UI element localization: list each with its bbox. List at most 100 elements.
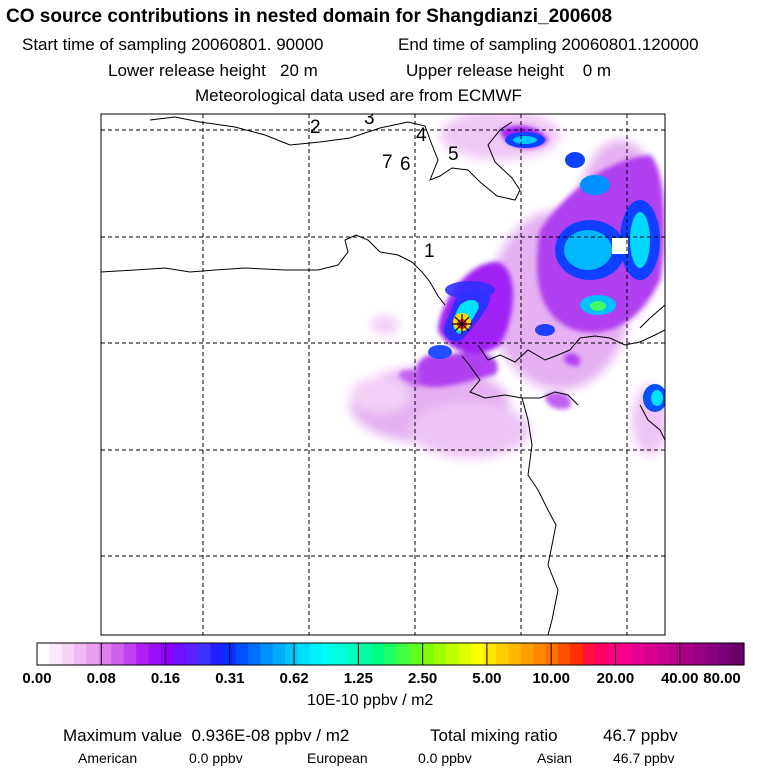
- colorbar-cell: [595, 643, 609, 665]
- colorbar-cell: [49, 643, 63, 665]
- colorbar-cell: [247, 643, 261, 665]
- colorbar-cell: [123, 643, 137, 665]
- summary-row: Maximum value 0.936E-08 ppbv / m2 Total …: [63, 726, 678, 746]
- colorbar-cell: [309, 643, 323, 665]
- colorbar-cell: [471, 643, 485, 665]
- met-note: Meteorological data used are from ECMWF: [195, 86, 522, 105]
- max-label: Maximum value: [63, 726, 183, 745]
- colorbar-frame: [36, 642, 745, 666]
- upper-value: 0 m: [582, 61, 612, 80]
- colorbar-cell: [533, 643, 547, 665]
- total-label: Total mixing ratio: [430, 726, 558, 745]
- colorbar-cell: [508, 643, 522, 665]
- colorbar-tick-label: 0.16: [150, 670, 181, 687]
- colorbar-cell: [607, 643, 621, 665]
- colorbar-cell: [458, 643, 472, 665]
- colorbar-cell: [285, 643, 299, 665]
- max-value: 0.936E-08 ppbv / m2: [191, 726, 350, 745]
- colorbar-cell: [409, 643, 423, 665]
- day-label-2: 2: [310, 117, 321, 138]
- colorbar-cell: [570, 643, 584, 665]
- end-label: End time of sampling: [398, 35, 557, 54]
- region-asian-name: Asian: [537, 750, 573, 766]
- colorbar-cell: [731, 643, 745, 665]
- sampling-times: Start time of sampling 20060801. 90000 E…: [22, 35, 699, 55]
- map-frame: [100, 113, 666, 636]
- end-time: End time of sampling 20060801.120000: [398, 35, 699, 55]
- colorbar-cell: [136, 643, 150, 665]
- colorbar-cell: [644, 643, 658, 665]
- concentration-field: 1 2 3 4 5 6 7: [101, 108, 665, 635]
- colorbar-cell: [297, 643, 311, 665]
- colorbar-cell: [86, 643, 100, 665]
- colorbar-cell: [694, 643, 708, 665]
- day-label-7: 7: [382, 152, 393, 173]
- colorbar-cell: [681, 643, 695, 665]
- day-label-3: 3: [364, 108, 375, 129]
- colorbar-cells: [37, 643, 745, 665]
- colorbar-cell: [371, 643, 385, 665]
- release-heights: Lower release height 20 m Upper release …: [108, 61, 611, 81]
- colorbar-tick-label: 20.00: [596, 670, 635, 687]
- colorbar-tick-label: 5.00: [472, 670, 502, 687]
- colorbar-cell: [719, 643, 733, 665]
- colorbar-cell: [619, 643, 633, 665]
- gridlines: [101, 114, 665, 635]
- colorbar-cell: [483, 643, 497, 665]
- region-american-name: American: [78, 750, 138, 766]
- colorbar-tick-label: 0.62: [279, 670, 309, 687]
- colorbar-cell: [260, 643, 274, 665]
- colorbar-tick-label: 40.00: [660, 670, 699, 687]
- plot-title: CO source contributions in nested domain…: [6, 6, 613, 27]
- colorbar-cell: [210, 643, 224, 665]
- colorbar-cell: [433, 643, 447, 665]
- region-american-value: 0.0 ppbv: [189, 750, 243, 766]
- colorbar-tick-label: 0.31: [215, 670, 245, 687]
- day-label-6: 6: [400, 154, 411, 175]
- colorbar-cell: [185, 643, 199, 665]
- plume-core: [428, 132, 665, 412]
- colorbar-cell: [111, 643, 125, 665]
- end-value: 20060801.120000: [561, 35, 699, 54]
- colorbar-cell: [235, 643, 249, 665]
- lower-value: 20 m: [280, 61, 318, 80]
- colorbar-cell: [520, 643, 534, 665]
- colorbar-cell: [421, 643, 435, 665]
- colorbar-cell: [384, 643, 398, 665]
- total-value: 46.7 ppbv: [603, 726, 678, 745]
- region-asian-value: 46.7 ppbv: [613, 750, 675, 766]
- colorbar-cell: [347, 643, 361, 665]
- colorbar-cell: [706, 643, 720, 665]
- station-marker: [452, 314, 472, 334]
- colorbar-cell: [495, 643, 509, 665]
- colorbar-tick-label: 0.00: [22, 670, 52, 687]
- colorbar-unit: 10E-10 ppbv / m2: [307, 692, 434, 709]
- colorbar-cell: [148, 643, 162, 665]
- upper-label: Upper release height: [406, 61, 564, 80]
- region-european-name: European: [307, 750, 368, 766]
- colorbar-cell: [557, 643, 571, 665]
- colorbar-cell: [61, 643, 75, 665]
- colorbar-cell: [396, 643, 410, 665]
- colorbar-cell: [99, 643, 113, 665]
- colorbar-cell: [272, 643, 286, 665]
- colorbar-cell: [334, 643, 348, 665]
- colorbar-cell: [669, 643, 683, 665]
- colorbar-tick-label: 80.00: [703, 670, 741, 687]
- day-label-1: 1: [424, 241, 435, 262]
- colorbar-cell: [545, 643, 559, 665]
- upper-height: Upper release height 0 m: [406, 61, 611, 81]
- colorbar-cell: [446, 643, 460, 665]
- day-label-4: 4: [416, 125, 427, 146]
- colorbar-tick-label: 2.50: [408, 670, 438, 687]
- start-label: Start time of sampling: [22, 35, 187, 54]
- colorbar-cell: [161, 643, 175, 665]
- region-european-value: 0.0 ppbv: [418, 750, 472, 766]
- coastlines: [101, 116, 665, 635]
- colorbar-cell: [322, 643, 336, 665]
- day-label-5: 5: [448, 144, 459, 165]
- colorbar-tick-label: 10.00: [532, 670, 570, 687]
- start-value: 20060801. 90000: [191, 35, 324, 54]
- colorbar-cell: [359, 643, 373, 665]
